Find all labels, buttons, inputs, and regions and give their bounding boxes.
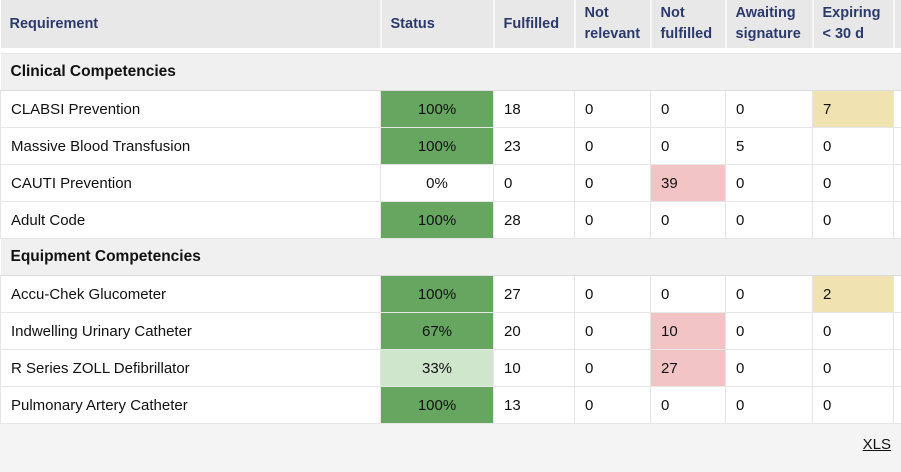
requirement-cell: CAUTI Prevention xyxy=(0,164,381,202)
requirement-cell: CLABSI Prevention xyxy=(0,90,381,128)
requirement-cell: R Series ZOLL Defibrillator xyxy=(0,349,381,387)
not-relevant-cell: 0 xyxy=(574,275,651,313)
status-cell: 100% xyxy=(380,90,494,128)
expiring-cell: 0 xyxy=(812,201,894,239)
column-header-requirement: Requirement xyxy=(0,0,382,48)
row-spacer-cell xyxy=(893,312,901,350)
table-row: CAUTI Prevention 0% 0 0 39 0 0 xyxy=(0,164,901,202)
fulfilled-cell: 27 xyxy=(493,275,575,313)
row-spacer-cell xyxy=(893,349,901,387)
expiring-cell: 2 xyxy=(812,275,894,313)
awaiting-signature-cell: 0 xyxy=(725,386,813,424)
awaiting-signature-cell: 5 xyxy=(725,127,813,165)
section-title: Equipment Competencies xyxy=(0,238,901,276)
header-row: Requirement Status Fulfilled Not relevan… xyxy=(0,0,901,48)
awaiting-signature-cell: 0 xyxy=(725,349,813,387)
fulfilled-cell: 13 xyxy=(493,386,575,424)
expiring-cell: 7 xyxy=(812,90,894,128)
table-row: Adult Code 100% 28 0 0 0 0 xyxy=(0,201,901,239)
competency-table: Requirement Status Fulfilled Not relevan… xyxy=(0,0,901,424)
awaiting-signature-cell: 0 xyxy=(725,275,813,313)
table-row: Accu-Chek Glucometer 100% 27 0 0 0 2 xyxy=(0,275,901,313)
awaiting-signature-cell: 0 xyxy=(725,312,813,350)
header-gap xyxy=(0,48,901,54)
section-row: Equipment Competencies xyxy=(0,238,901,276)
not-relevant-cell: 0 xyxy=(574,312,651,350)
section-title: Clinical Competencies xyxy=(0,53,901,91)
requirement-cell: Indwelling Urinary Catheter xyxy=(0,312,381,350)
table-header: Requirement Status Fulfilled Not relevan… xyxy=(0,0,901,54)
row-spacer-cell xyxy=(893,201,901,239)
column-header-awaiting-signature: Awaiting signature xyxy=(725,0,814,48)
table-row: CLABSI Prevention 100% 18 0 0 0 7 xyxy=(0,90,901,128)
status-cell: 100% xyxy=(380,127,494,165)
not-fulfilled-cell: 39 xyxy=(650,164,726,202)
column-header-fulfilled: Fulfilled xyxy=(493,0,576,48)
column-header-status: Status xyxy=(380,0,495,48)
column-header-spacer xyxy=(893,0,901,48)
not-relevant-cell: 0 xyxy=(574,349,651,387)
status-cell: 67% xyxy=(380,312,494,350)
column-header-expiring: Expiring < 30 d xyxy=(812,0,895,48)
expiring-cell: 0 xyxy=(812,312,894,350)
row-spacer-cell xyxy=(893,275,901,313)
fulfilled-cell: 23 xyxy=(493,127,575,165)
column-header-not-relevant: Not relevant xyxy=(574,0,652,48)
not-relevant-cell: 0 xyxy=(574,164,651,202)
status-cell: 100% xyxy=(380,386,494,424)
expiring-cell: 0 xyxy=(812,349,894,387)
table-body: Clinical Competencies CLABSI Prevention 10… xyxy=(0,53,901,424)
table-row: R Series ZOLL Defibrillator 33% 10 0 27 0 0 xyxy=(0,349,901,387)
requirement-cell: Massive Blood Transfusion xyxy=(0,127,381,165)
not-relevant-cell: 0 xyxy=(574,127,651,165)
not-fulfilled-cell: 27 xyxy=(650,349,726,387)
section-row: Clinical Competencies xyxy=(0,53,901,91)
column-header-not-fulfilled: Not fulfilled xyxy=(650,0,727,48)
not-fulfilled-cell: 0 xyxy=(650,90,726,128)
not-relevant-cell: 0 xyxy=(574,201,651,239)
awaiting-signature-cell: 0 xyxy=(725,164,813,202)
expiring-cell: 0 xyxy=(812,164,894,202)
requirement-cell: Adult Code xyxy=(0,201,381,239)
fulfilled-cell: 28 xyxy=(493,201,575,239)
status-cell: 100% xyxy=(380,275,494,313)
status-cell: 0% xyxy=(380,164,494,202)
not-fulfilled-cell: 0 xyxy=(650,127,726,165)
row-spacer-cell xyxy=(893,386,901,424)
row-spacer-cell xyxy=(893,90,901,128)
requirement-cell: Pulmonary Artery Catheter xyxy=(0,386,381,424)
awaiting-signature-cell: 0 xyxy=(725,201,813,239)
fulfilled-cell: 0 xyxy=(493,164,575,202)
requirement-cell: Accu-Chek Glucometer xyxy=(0,275,381,313)
awaiting-signature-cell: 0 xyxy=(725,90,813,128)
not-relevant-cell: 0 xyxy=(574,386,651,424)
table-row: Indwelling Urinary Catheter 67% 20 0 10 0 0 xyxy=(0,312,901,350)
expiring-cell: 0 xyxy=(812,127,894,165)
row-spacer-cell xyxy=(893,164,901,202)
fulfilled-cell: 18 xyxy=(493,90,575,128)
table-footer: XLS xyxy=(0,424,901,454)
not-fulfilled-cell: 0 xyxy=(650,201,726,239)
status-cell: 100% xyxy=(380,201,494,239)
table-row: Pulmonary Artery Catheter 100% 13 0 0 0 0 xyxy=(0,386,901,424)
not-relevant-cell: 0 xyxy=(574,90,651,128)
fulfilled-cell: 20 xyxy=(493,312,575,350)
table-row: Massive Blood Transfusion 100% 23 0 0 5 0 xyxy=(0,127,901,165)
fulfilled-cell: 10 xyxy=(493,349,575,387)
not-fulfilled-cell: 0 xyxy=(650,275,726,313)
not-fulfilled-cell: 0 xyxy=(650,386,726,424)
export-xls-link[interactable]: XLS xyxy=(862,436,891,453)
row-spacer-cell xyxy=(893,127,901,165)
not-fulfilled-cell: 10 xyxy=(650,312,726,350)
status-cell: 33% xyxy=(380,349,494,387)
expiring-cell: 0 xyxy=(812,386,894,424)
